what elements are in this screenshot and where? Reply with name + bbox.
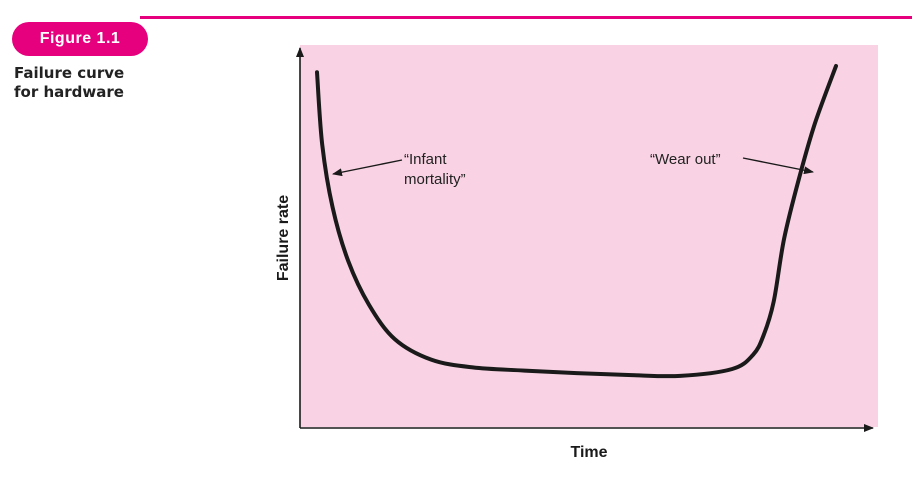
figure-caption: Failure curve for hardware bbox=[14, 64, 164, 102]
infant-mortality-label-line-2: mortality” bbox=[404, 171, 466, 188]
bathtub-curve bbox=[315, 64, 838, 379]
y-axis-title: Failure rate bbox=[275, 195, 292, 281]
wear-out-pointer bbox=[742, 157, 814, 175]
header-rule bbox=[140, 16, 912, 19]
figure-label-badge: Figure 1.1 bbox=[12, 22, 148, 56]
infant-mortality-label-line-1: “Infant bbox=[404, 151, 447, 168]
infant-mortality-pointer bbox=[332, 159, 403, 177]
x-axis-title: Time bbox=[570, 444, 607, 461]
figure-label: Figure 1.1 bbox=[39, 30, 121, 47]
wear-out-label: “Wear out” bbox=[650, 151, 721, 168]
caption-line-1: Failure curve bbox=[14, 64, 125, 82]
caption-line-2: for hardware bbox=[14, 83, 124, 101]
plot-background bbox=[300, 45, 878, 427]
